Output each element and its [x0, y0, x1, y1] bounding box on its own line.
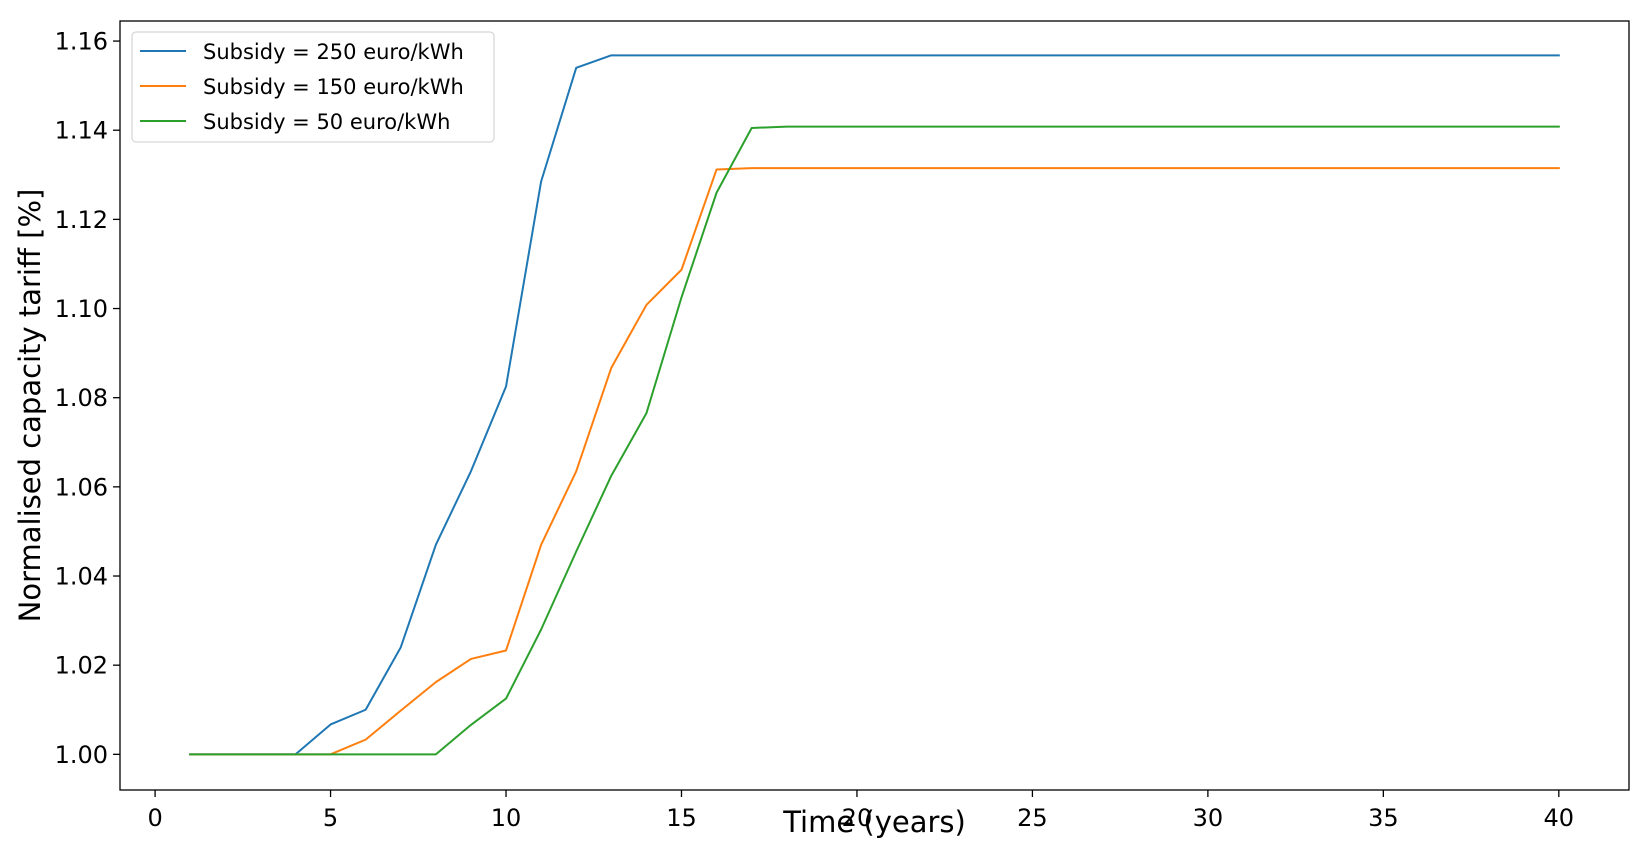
- legend-label-2: Subsidy = 150 euro/kWh: [203, 75, 464, 99]
- x-tick-label: 30: [1193, 804, 1224, 832]
- legend-label-1: Subsidy = 250 euro/kWh: [203, 40, 464, 64]
- y-tick-label: 1.10: [55, 295, 108, 323]
- y-tick-label: 1.00: [55, 741, 108, 769]
- x-tick-label: 20: [842, 804, 873, 832]
- y-axis: 1.00 1.02 1.04 1.06 1.08 1.10 1.12 1.14 1.16: [55, 28, 120, 769]
- plot-frame: [119, 20, 1630, 791]
- x-axis-label: Time (years): [782, 805, 966, 839]
- x-tick-label: 40: [1544, 804, 1575, 832]
- series-line-2: [189, 167, 1560, 756]
- y-tick-label: 1.14: [55, 117, 108, 145]
- legend: Subsidy = 250 euro/kWh Subsidy = 150 euro…: [131, 31, 495, 143]
- x-tick-label: 35: [1368, 804, 1399, 832]
- y-tick-label: 1.08: [55, 384, 108, 412]
- x-tick-label: 5: [323, 804, 338, 832]
- x-tick-label: 15: [666, 804, 697, 832]
- y-axis-label: Normalised capacity tariff [%]: [13, 189, 47, 623]
- series-line-3: [189, 125, 1560, 756]
- x-axis: 0 5 10 15 20 25 30 35 40: [147, 790, 1574, 832]
- y-tick-label: 1.16: [55, 28, 108, 56]
- series-line-1: [189, 54, 1560, 756]
- series-layer: [189, 54, 1560, 756]
- x-tick-label: 25: [1017, 804, 1048, 832]
- x-tick-label: 10: [491, 804, 522, 832]
- y-tick-label: 1.06: [55, 473, 108, 501]
- y-tick-label: 1.12: [55, 206, 108, 234]
- x-tick-label: 0: [147, 804, 162, 832]
- legend-label-3: Subsidy = 50 euro/kWh: [203, 110, 450, 134]
- y-tick-label: 1.04: [55, 563, 108, 591]
- y-tick-label: 1.02: [55, 652, 108, 680]
- legend-frame: [131, 31, 495, 143]
